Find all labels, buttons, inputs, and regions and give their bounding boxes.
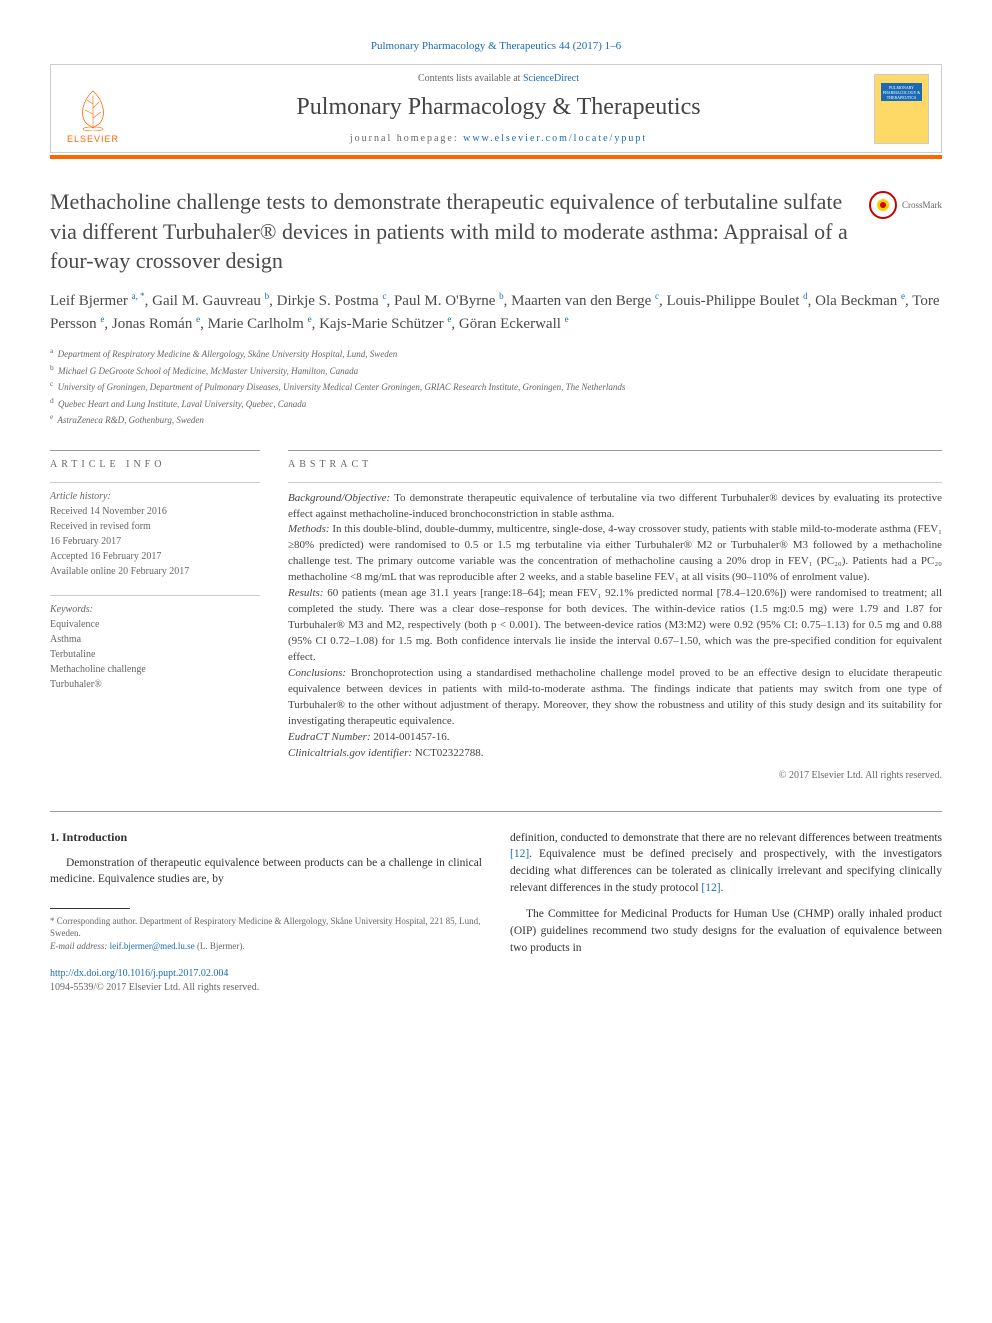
intro-paragraph-right-2: The Committee for Medicinal Products for… [510, 906, 942, 956]
article-history-block: Article history: Received 14 November 20… [50, 482, 260, 579]
section-number: 1. [50, 830, 59, 844]
abstract-segment-label: EudraCT Number: [288, 731, 371, 743]
journal-homepage-link[interactable]: www.elsevier.com/locate/ypupt [463, 133, 647, 144]
abstract-segment-text: 2014-001457-16. [371, 731, 450, 743]
affiliation-line: d Quebec Heart and Lung Institute, Laval… [50, 395, 942, 412]
journal-homepage-line: journal homepage: www.elsevier.com/locat… [123, 133, 874, 144]
abstract-segment: Results: 60 patients (mean age 31.1 year… [288, 586, 942, 666]
doi-link[interactable]: http://dx.doi.org/10.1016/j.pupt.2017.02… [50, 968, 228, 979]
crossmark-badge[interactable]: CrossMark [869, 191, 942, 219]
para-text: definition, conducted to demonstrate tha… [510, 832, 942, 844]
crossmark-icon [869, 191, 897, 219]
section-divider [50, 811, 942, 812]
journal-citation: Pulmonary Pharmacology & Therapeutics 44… [50, 40, 942, 52]
history-line: Received 14 November 2016 [50, 504, 260, 519]
issn-copyright-line: 1094-5539/© 2017 Elsevier Ltd. All right… [50, 982, 259, 993]
keyword-line: Terbutaline [50, 647, 260, 662]
history-line: Received in revised form [50, 519, 260, 534]
abstract-segment-label: Results: [288, 587, 323, 599]
abstract-segment-label: Conclusions: [288, 667, 346, 679]
elsevier-logo: ELSEVIER [63, 74, 123, 144]
abstract-segment: EudraCT Number: 2014-001457-16. [288, 730, 942, 746]
article-info-heading: article info [50, 450, 260, 470]
affiliation-line: b Michael G DeGroote School of Medicine,… [50, 362, 942, 379]
elsevier-text: ELSEVIER [67, 134, 119, 144]
abstract-segment: Background/Objective: To demonstrate the… [288, 491, 942, 523]
doi-block: http://dx.doi.org/10.1016/j.pupt.2017.02… [50, 967, 482, 995]
crossmark-label: CrossMark [902, 200, 942, 210]
keyword-line: Turbuhaler® [50, 677, 260, 692]
accent-bar [50, 155, 942, 159]
keywords-block: Keywords: EquivalenceAsthmaTerbutalineMe… [50, 595, 260, 692]
abstract-body: Background/Objective: To demonstrate the… [288, 482, 942, 762]
intro-paragraph-right-1: definition, conducted to demonstrate tha… [510, 830, 942, 897]
homepage-prefix: journal homepage: [350, 133, 463, 144]
footnote-divider [50, 908, 130, 909]
intro-paragraph-left: Demonstration of therapeutic equivalence… [50, 855, 482, 888]
abstract-segment-text: In this double-blind, double-dummy, mult… [288, 523, 942, 583]
journal-name: Pulmonary Pharmacology & Therapeutics [123, 94, 874, 121]
abstract-segment: Conclusions: Bronchoprotection using a s… [288, 666, 942, 730]
history-label: Article history: [50, 489, 260, 504]
history-line: Accepted 16 February 2017 [50, 549, 260, 564]
history-line: Available online 20 February 2017 [50, 564, 260, 579]
journal-cover-thumbnail: PULMONARY PHARMACOLOGY & THERAPEUTICS [874, 74, 929, 144]
abstract-segment-label: Methods: [288, 523, 330, 535]
email-label: E-mail address: [50, 941, 107, 951]
sciencedirect-link[interactable]: ScienceDirect [523, 73, 579, 84]
corresponding-email-link[interactable]: leif.bjermer@med.lu.se [110, 941, 195, 951]
keyword-line: Equivalence [50, 617, 260, 632]
elsevier-tree-icon [73, 86, 113, 131]
abstract-segment: Methods: In this double-blind, double-du… [288, 522, 942, 586]
corresponding-author-footnote: * Corresponding author. Department of Re… [50, 915, 482, 940]
section-heading-introduction: 1. Introduction [50, 830, 482, 845]
abstract-segment-label: Clinicaltrials.gov identifier: [288, 747, 412, 759]
section-title: Introduction [62, 830, 127, 844]
affiliation-line: a Department of Respiratory Medicine & A… [50, 345, 942, 362]
abstract-segment-text: NCT02322788. [412, 747, 484, 759]
keywords-label: Keywords: [50, 602, 260, 617]
para-text: . [721, 882, 724, 894]
email-attribution: (L. Bjermer). [197, 941, 245, 951]
abstract-segment-text: Bronchoprotection using a standardised m… [288, 667, 942, 727]
affiliation-line: e AstraZeneca R&D, Gothenburg, Sweden [50, 411, 942, 428]
abstract-segment: Clinicaltrials.gov identifier: NCT023227… [288, 746, 942, 762]
para-text: . Equivalence must be defined precisely … [510, 848, 942, 893]
article-title: Methacholine challenge tests to demonstr… [50, 187, 854, 276]
email-footnote: E-mail address: leif.bjermer@med.lu.se (… [50, 940, 482, 953]
contents-available-line: Contents lists available at ScienceDirec… [123, 73, 874, 84]
journal-header-box: ELSEVIER Contents lists available at Sci… [50, 64, 942, 153]
abstract-heading: abstract [288, 450, 942, 470]
affiliation-line: c University of Groningen, Department of… [50, 378, 942, 395]
history-line: 16 February 2017 [50, 534, 260, 549]
reference-link-12a[interactable]: [12] [510, 848, 529, 860]
affiliations-list: a Department of Respiratory Medicine & A… [50, 345, 942, 428]
reference-link-12b[interactable]: [12] [701, 882, 720, 894]
keyword-line: Asthma [50, 632, 260, 647]
authors-list: Leif Bjermer a, *, Gail M. Gauvreau b, D… [50, 290, 942, 335]
abstract-segment-label: Background/Objective: [288, 492, 390, 504]
cover-title-band: PULMONARY PHARMACOLOGY & THERAPEUTICS [881, 83, 922, 101]
keyword-line: Methacholine challenge [50, 662, 260, 677]
abstract-copyright: © 2017 Elsevier Ltd. All rights reserved… [288, 770, 942, 781]
contents-prefix: Contents lists available at [418, 73, 523, 84]
abstract-segment-text: 60 patients (mean age 31.1 years [range:… [288, 587, 942, 663]
